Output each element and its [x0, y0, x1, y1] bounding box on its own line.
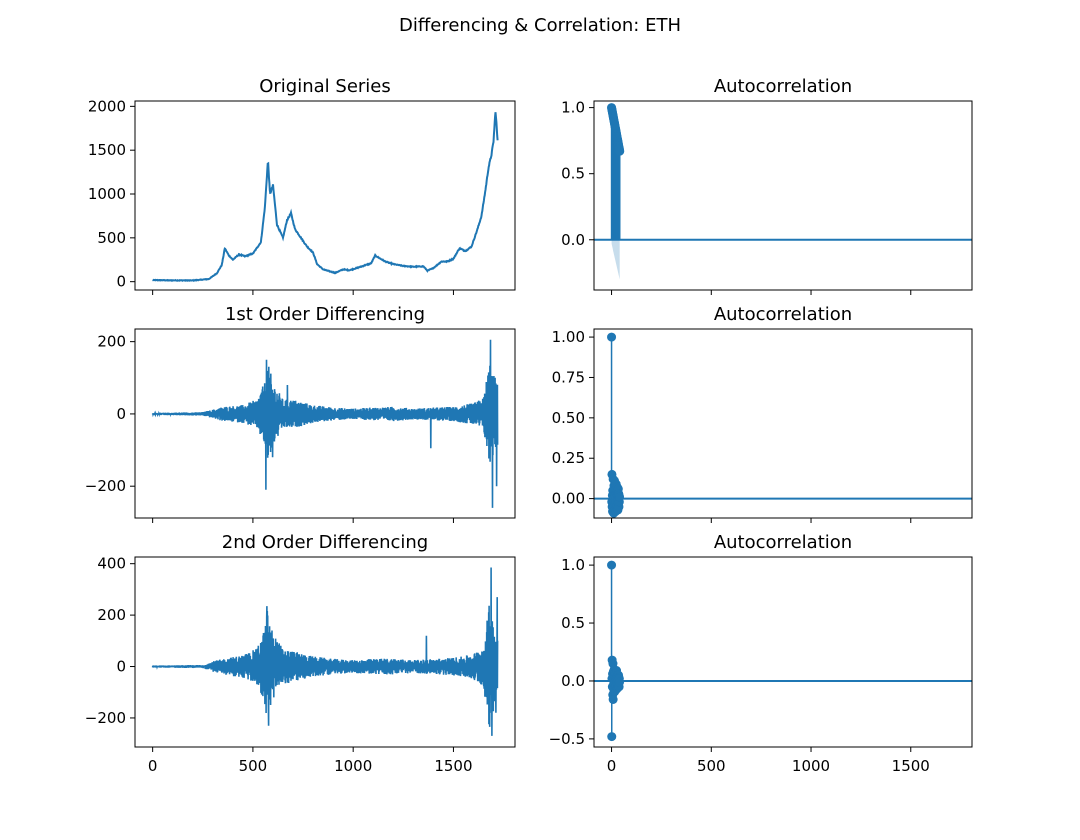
axes-frame [593, 328, 973, 519]
plot-area [594, 103, 972, 280]
y-tick-label: −200 [85, 477, 126, 495]
axes-frame [134, 328, 516, 519]
y-tick-label: 1.0 [561, 99, 585, 117]
subplot-4: Autocorrelation 0.00 0.25 0.50 0.75 1.00 [552, 304, 973, 523]
figure-title: Differencing & Correlation: ETH [399, 15, 681, 36]
acf-marker [608, 695, 618, 704]
subplot-title: Original Series [259, 76, 391, 97]
subplot-title: 1st Order Differencing [225, 304, 425, 325]
x-tick-label: 1500 [434, 757, 472, 775]
x-tick-label: 0 [607, 757, 617, 775]
y-tick-label: 200 [97, 606, 126, 624]
subplot-6: Autocorrelation −0.5 0.0 0.5 1.0 0 500 1000 1500 [549, 532, 973, 775]
subplot-title: 2nd Order Differencing [222, 532, 428, 553]
y-tick-label: 0.50 [552, 409, 585, 427]
axes-frame [134, 556, 516, 748]
y-tick-label: 2000 [88, 97, 126, 115]
y-tick-label: 0.0 [561, 231, 585, 249]
plot-area [594, 332, 972, 518]
subplot-title: Autocorrelation [714, 304, 852, 325]
x-tick-label: 1000 [334, 757, 372, 775]
series-line [151, 339, 499, 508]
subplot-2: Autocorrelation 0.0 0.5 1.0 [561, 76, 973, 295]
subplot-1: Original Series 0 500 1000 1500 2000 [88, 76, 516, 295]
y-tick-label: 0.00 [552, 490, 585, 508]
plot-area [594, 560, 972, 742]
subplot-title: Autocorrelation [714, 76, 852, 97]
acf-marker [615, 492, 625, 502]
series-line [151, 567, 499, 736]
y-tick-label: 1500 [88, 141, 126, 159]
acf-marker [615, 677, 625, 687]
series-line [152, 112, 499, 283]
y-tick-label: 500 [97, 229, 126, 247]
axes-frame [134, 100, 516, 291]
x-tick-label: 500 [239, 757, 268, 775]
x-tick-label: 500 [697, 757, 726, 775]
axes-frame [593, 100, 973, 291]
axes-frame [593, 556, 973, 748]
y-tick-label: 0 [116, 273, 126, 291]
subplot-5: 2nd Order Differencing −200 0 200 400 0 500 100… [85, 532, 516, 775]
y-tick-label: 1.00 [552, 328, 585, 346]
y-tick-label: 200 [97, 333, 126, 351]
y-tick-label: 0.75 [552, 368, 585, 386]
acf-marker [607, 560, 617, 570]
acf-marker [607, 732, 617, 742]
y-tick-label: −200 [85, 709, 126, 727]
y-tick-label: 0.5 [561, 165, 585, 183]
plot-area [151, 567, 499, 736]
y-tick-label: 0.5 [561, 614, 585, 632]
x-tick-label: 1500 [892, 757, 930, 775]
y-tick-label: 0.0 [561, 672, 585, 690]
plot-area [152, 112, 499, 283]
y-tick-label: −0.5 [549, 730, 585, 748]
x-tick-label: 0 [148, 757, 158, 775]
y-tick-label: 0 [116, 405, 126, 423]
subplot-3: 1st Order Differencing −200 0 200 [85, 304, 516, 523]
y-tick-label: 0.25 [552, 449, 585, 467]
y-tick-label: 1.0 [561, 556, 585, 574]
x-tick-label: 1000 [792, 757, 830, 775]
acf-marker [607, 332, 617, 342]
plot-area [151, 339, 499, 508]
acf-marker [615, 146, 625, 156]
y-tick-label: 400 [97, 555, 126, 573]
y-tick-label: 1000 [88, 185, 126, 203]
subplot-title: Autocorrelation [714, 532, 852, 553]
y-tick-label: 0 [116, 658, 126, 676]
